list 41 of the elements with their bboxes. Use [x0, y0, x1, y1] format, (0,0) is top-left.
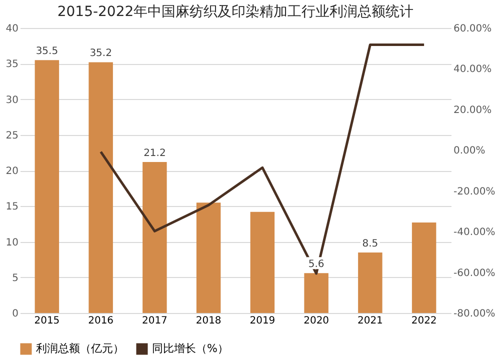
y-tick-label: 40	[6, 24, 18, 34]
x-tick-label: 2022	[411, 316, 437, 326]
x-tick-label: 2018	[196, 316, 222, 326]
y-tick-label: 0	[12, 308, 18, 320]
legend-label: 利润总额（亿元）	[36, 342, 124, 355]
data-label: 5.6	[308, 259, 324, 270]
y2-tick-label: -20.00%	[454, 186, 496, 198]
y-tick-label: 5	[12, 272, 18, 284]
y-tick-label: 25	[6, 130, 18, 142]
chart-title: 2015-2022年中国麻纺织及印染精加工行业利润总额统计	[57, 4, 414, 20]
x-tick-label: 2017	[142, 316, 168, 326]
y2-tick-label: 40.00%	[454, 64, 492, 76]
legend-label: 同比增长（%）	[152, 342, 228, 355]
y2-tick-label: 60.00%	[454, 24, 492, 34]
bar	[304, 273, 328, 313]
bar	[142, 162, 167, 313]
y2-tick-label: 0.00%	[454, 146, 486, 157]
x-tick-label: 2019	[250, 316, 276, 326]
y2-tick-label: -40.00%	[454, 227, 496, 238]
bar	[34, 60, 60, 313]
data-label: 35.5	[36, 46, 58, 58]
y-tick-label: 10	[6, 237, 18, 248]
data-label: 35.2	[90, 48, 112, 60]
bar	[196, 202, 221, 313]
data-label: 8.5	[362, 238, 378, 250]
x-tick-label: 2020	[304, 316, 330, 326]
bar	[88, 62, 113, 313]
y2-tick-label: -60.00%	[454, 268, 496, 279]
x-tick-label: 2021	[357, 316, 383, 326]
bar	[358, 252, 382, 313]
y-tick-label: 30	[6, 94, 18, 106]
y-tick-label: 20	[6, 166, 18, 177]
y2-tick-label: 20.00%	[454, 104, 492, 116]
y-tick-label: 15	[6, 202, 18, 213]
y2-tick-label: -80.00%	[454, 308, 496, 320]
x-tick-label: 2015	[34, 316, 60, 326]
bar	[250, 212, 275, 313]
data-label: 21.2	[144, 148, 166, 159]
y-tick-label: 35	[6, 59, 18, 70]
x-tick-label: 2016	[88, 316, 114, 326]
bar	[412, 222, 436, 313]
